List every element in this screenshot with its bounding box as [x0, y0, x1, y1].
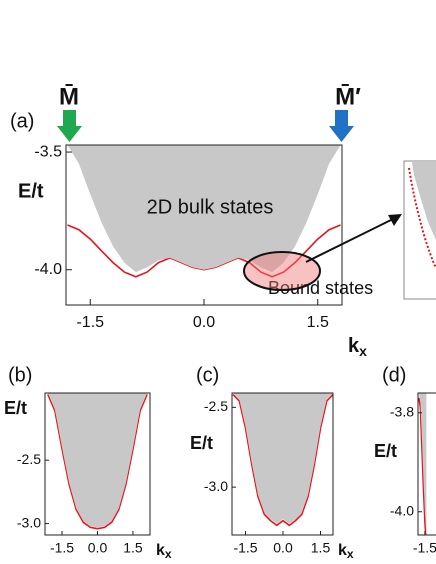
y-axis-label: E/t — [374, 441, 397, 461]
y-tick-label: -4.0 — [390, 502, 414, 518]
panel-label: (d) — [382, 364, 406, 386]
endpoint-label: M̄ — [59, 83, 79, 110]
y-tick-label: -3.5 — [34, 143, 62, 160]
panel-label: (c) — [196, 364, 219, 386]
x-tick-label: 0.0 — [273, 540, 293, 556]
x-tick-label: 1.5 — [311, 540, 331, 556]
panel: -3.8 -4.0 -1.5 — [390, 392, 436, 556]
x-axis-label-main: k — [338, 542, 347, 559]
y-axis-label: E/t — [190, 433, 213, 453]
x-axis-label: kx — [338, 542, 354, 561]
y-tick-label: -2.5 — [17, 451, 41, 467]
blue-arrow — [329, 110, 354, 142]
x-tick-label: -1.5 — [76, 314, 104, 331]
x-axis-label-sub: x — [165, 547, 172, 561]
panel: -2.5 -3.0 -1.5 0.0 1.5 — [204, 392, 334, 556]
x-axis-label-sub: x — [347, 547, 354, 561]
inset-band — [412, 162, 436, 240]
x-tick-label: 0.0 — [88, 540, 108, 556]
pointer-head — [388, 214, 402, 226]
bulk-band — [67, 145, 341, 273]
x-axis-label: kx — [348, 335, 367, 358]
x-axis-label-main: k — [156, 542, 165, 559]
bulk-band — [233, 393, 333, 524]
y-tick-label: -3.8 — [390, 403, 414, 419]
y-axis-label: E/t — [4, 398, 27, 418]
bound-state-curve — [418, 397, 427, 535]
panel-label: (a) — [10, 110, 34, 132]
annotation: 2D bulk states — [147, 196, 274, 218]
plot-area — [67, 145, 341, 278]
x-tick-label: 0.0 — [193, 314, 215, 331]
x-axis-label: kx — [156, 542, 172, 561]
plot-area — [47, 393, 148, 530]
panel-label: (b) — [8, 364, 32, 386]
y-axis-label: E/t — [18, 180, 44, 202]
x-axis-label-main: k — [348, 335, 360, 357]
plot-area — [232, 393, 333, 527]
x-tick-label: 1.5 — [307, 314, 329, 331]
bulk-band — [47, 393, 148, 528]
x-tick-label: -1.5 — [413, 540, 436, 556]
highlight-ellipse — [243, 251, 321, 291]
y-tick-label: -3.0 — [204, 478, 228, 494]
annotation: Bound states — [268, 278, 373, 298]
y-tick-label: -3.0 — [17, 514, 41, 530]
endpoint-label: M̄′ — [335, 83, 361, 110]
pointer-line — [305, 218, 394, 263]
y-tick-label: -4.0 — [34, 261, 62, 278]
x-tick-label: 1.5 — [123, 540, 143, 556]
bulk-band — [418, 393, 427, 535]
axes-frame — [417, 392, 436, 536]
y-tick-label: -2.5 — [204, 398, 228, 414]
panel: -3.5 -4.0 -1.5 0.0 1.5 2D bulk states Bound st… — [34, 143, 373, 331]
panel: -2.5 -3.0 -1.5 0.0 1.5 — [17, 392, 151, 556]
green-arrow — [57, 110, 82, 142]
bound-state-curve — [47, 393, 148, 530]
x-tick-label: -1.5 — [233, 540, 257, 556]
inset — [403, 160, 436, 300]
plot-area — [418, 393, 427, 535]
inset-curve — [408, 167, 436, 269]
x-tick-label: -1.5 — [50, 540, 74, 556]
x-axis-label-sub: x — [359, 343, 367, 359]
bound-state-curve — [232, 394, 333, 527]
